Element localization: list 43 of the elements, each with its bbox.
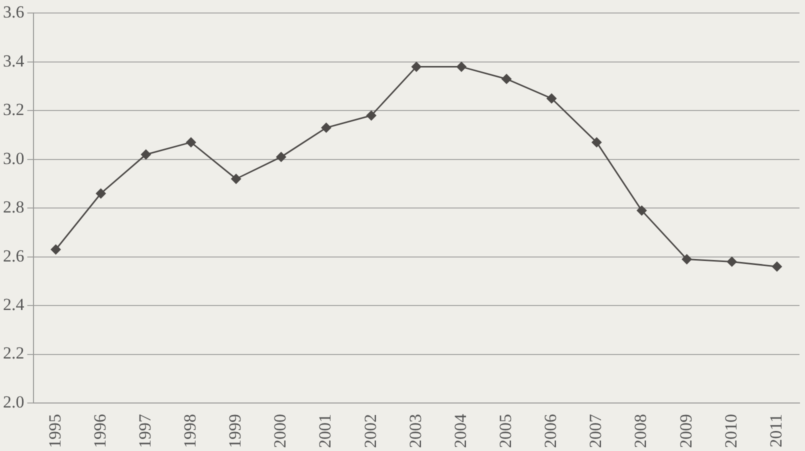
point [682, 254, 692, 264]
point [96, 188, 106, 198]
y-tick-label: 2.2 [3, 344, 24, 363]
x-tick-label: 2000 [270, 414, 290, 448]
y-tick-label: 3.4 [3, 51, 25, 70]
x-tick-label: 1998 [180, 414, 200, 448]
x-tick-label: 2004 [450, 414, 470, 448]
x-tick-label: 1995 [45, 414, 64, 448]
point [140, 150, 151, 160]
point [502, 74, 512, 84]
x-tick-label: 2005 [496, 414, 515, 448]
point [366, 110, 376, 121]
x-tick-label: 2001 [316, 414, 335, 448]
x-tick-label: 2008 [631, 414, 650, 448]
point [231, 174, 242, 184]
x-tick-label: 2002 [360, 414, 380, 448]
x-tick-label: 2011 [766, 414, 786, 448]
y-tick-label: 3.0 [3, 148, 24, 168]
y-tick-label: 2.6 [3, 246, 24, 266]
point [321, 122, 332, 133]
y-tick-label: 2.4 [3, 295, 25, 314]
point [456, 62, 466, 72]
y-tick-label: 2.0 [3, 392, 24, 412]
point [276, 152, 286, 162]
x-tick-label: 1997 [135, 414, 154, 448]
point [186, 137, 196, 148]
point [772, 262, 782, 272]
y-tick-label: 3.6 [3, 2, 24, 22]
point [636, 206, 647, 216]
x-tick-label: 1996 [90, 414, 110, 448]
point [726, 256, 737, 267]
x-tick-label: 2010 [721, 414, 740, 448]
y-tick-label: 3.2 [3, 100, 24, 120]
x-tick-label: 2003 [406, 414, 425, 448]
x-tick-label: 1999 [226, 414, 245, 448]
y-tick-label: 2.8 [3, 198, 24, 217]
x-tick-label: 2009 [676, 414, 696, 448]
x-tick-label: 2007 [586, 414, 606, 448]
point [411, 62, 422, 72]
x-tick-label: 2006 [541, 414, 560, 448]
point [546, 93, 557, 104]
point [592, 137, 602, 148]
point [50, 244, 61, 255]
